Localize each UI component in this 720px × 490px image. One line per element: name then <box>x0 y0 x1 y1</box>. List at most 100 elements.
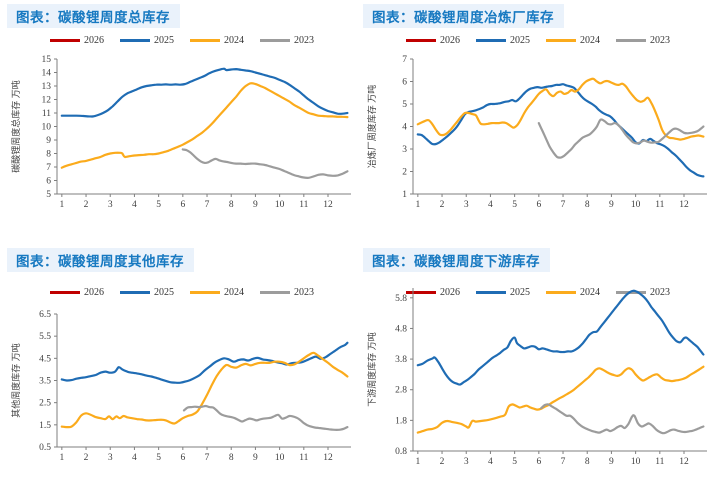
x-tick-label: 8 <box>585 457 590 467</box>
x-tick-label: 11 <box>655 200 664 210</box>
x-tick-label: 3 <box>108 200 113 210</box>
chart-title: 图表：碳酸锂周度总库存 <box>16 10 170 25</box>
series-line-2024 <box>416 77 705 141</box>
legend-swatch-2025 <box>120 290 150 294</box>
legend-label: 2024 <box>224 286 244 298</box>
legend-item-2026: 2026 <box>406 287 460 298</box>
x-tick-label: 5 <box>512 200 517 210</box>
y-tick-label: 3.8 <box>395 355 407 365</box>
y-tick-label: 1.8 <box>395 416 407 426</box>
x-tick-label: 1 <box>415 200 420 210</box>
y-tick-label: 1.5 <box>39 421 51 431</box>
plot-area: 2026 2025 2024 2023 0.8 1.8 2.8 3.8 4.8 5.8 1 2 3 4 5… <box>363 272 713 486</box>
legend-item-2025: 2025 <box>476 35 530 46</box>
legend-swatch-2026 <box>406 38 436 42</box>
y-tick-label: 7 <box>402 55 407 65</box>
legend-swatch-2024 <box>190 290 220 294</box>
y-axis-title: 冶炼厂周度库存 万吨 <box>366 85 377 169</box>
x-tick-label: 1 <box>59 453 64 463</box>
x-tick-label: 6 <box>180 453 185 463</box>
legend-item-2025: 2025 <box>120 35 174 46</box>
series-line-2025 <box>416 289 705 386</box>
legend-item-2023: 2023 <box>260 35 314 46</box>
x-tick-label: 12 <box>323 200 333 210</box>
legend-swatch-2023 <box>260 38 290 42</box>
legend-swatch-2025 <box>476 38 506 42</box>
legend-swatch-2025 <box>120 38 150 42</box>
x-tick-label: 5 <box>156 453 161 463</box>
legend-label: 2023 <box>294 286 314 298</box>
x-tick-label: 9 <box>609 200 614 210</box>
x-tick-label: 7 <box>561 200 566 210</box>
x-tick-label: 2 <box>84 200 89 210</box>
x-tick-label: 11 <box>299 453 308 463</box>
x-tick-label: 7 <box>205 453 210 463</box>
x-tick-label: 2 <box>84 453 89 463</box>
chart-card-total-inventory: 图表：碳酸锂周度总库存 2026 2025 2024 2023 5 6 7 8 9 10 11 12… <box>7 4 357 242</box>
legend-label: 2023 <box>650 286 670 298</box>
x-tick-label: 4 <box>132 453 137 463</box>
y-tick-label: 0.8 <box>395 447 407 457</box>
chart-title-band: 图表：碳酸锂周度其他库存 <box>7 248 194 272</box>
legend-label: 2023 <box>294 34 314 46</box>
series-line-2024 <box>416 365 705 434</box>
y-tick-label: 5.8 <box>395 294 407 304</box>
y-axis-title: 下游周度库存 万吨 <box>366 332 377 407</box>
x-tick-label: 10 <box>631 457 641 467</box>
series-line-2023 <box>181 148 349 179</box>
legend-label: 2023 <box>650 34 670 46</box>
y-tick-label: 5.5 <box>39 332 51 342</box>
series-line-2023 <box>537 118 705 159</box>
y-tick-label: 4.8 <box>395 324 407 334</box>
chart-title-band: 图表：碳酸锂周度冶炼厂库存 <box>363 4 564 28</box>
legend-item-2025: 2025 <box>476 287 530 298</box>
plot-area: 2026 2025 2024 2023 5 6 7 8 9 10 11 12 13 14 15 1 2 3 4 5 6… <box>7 28 357 242</box>
legend-item-2026: 2026 <box>406 35 460 46</box>
x-tick-label: 12 <box>679 200 689 210</box>
x-tick-label: 5 <box>512 457 517 467</box>
y-tick-label: 15 <box>42 55 52 65</box>
chart-title: 图表：碳酸锂周度冶炼厂库存 <box>372 10 554 25</box>
y-tick-label: 11 <box>42 109 51 119</box>
y-tick-label: 10 <box>42 123 52 133</box>
y-tick-label: 9 <box>46 136 51 146</box>
legend-swatch-2026 <box>50 38 80 42</box>
x-tick-label: 9 <box>253 200 258 210</box>
legend-swatch-2024 <box>546 290 576 294</box>
y-tick-label: 6 <box>46 177 51 187</box>
x-tick-label: 8 <box>229 453 234 463</box>
chart-card-other-inventory: 图表：碳酸锂周度其他库存 2026 2025 2024 2023 0.5 1.5 2.5 3… <box>7 248 357 486</box>
plot-svg: 0.81.82.83.84.85.81 2 3 4 5 6 7 8 9 10 11 12下游周度库存 … <box>366 288 707 467</box>
legend-swatch-2026 <box>406 290 436 294</box>
x-tick-label: 5 <box>156 200 161 210</box>
series-line-2023 <box>540 403 705 435</box>
x-tick-label: 6 <box>536 200 541 210</box>
x-tick-label: 11 <box>299 200 308 210</box>
x-tick-label: 2 <box>440 200 445 210</box>
legend-swatch-2024 <box>546 38 576 42</box>
y-tick-label: 0.5 <box>39 443 51 453</box>
series-line-2024 <box>60 351 349 429</box>
y-tick-label: 6.5 <box>39 310 51 320</box>
chart-title-band: 图表：碳酸锂周度下游库存 <box>363 248 550 272</box>
chart-title: 图表：碳酸锂周度其他库存 <box>16 254 184 269</box>
y-tick-label: 13 <box>42 82 52 92</box>
plot-area: 2026 2025 2024 2023 1 2 3 4 5 6 7 1 2 3 4 5 6 7 8 9 10 11 12 冶… <box>363 28 713 242</box>
legend-item-2024: 2024 <box>190 287 244 298</box>
legend-item-2025: 2025 <box>120 287 174 298</box>
y-tick-label: 2.8 <box>395 386 407 396</box>
x-tick-label: 4 <box>488 457 493 467</box>
x-tick-label: 11 <box>655 457 664 467</box>
legend: 2026 2025 2024 2023 <box>7 34 357 46</box>
chart-card-downstream-inventory: 图表：碳酸锂周度下游库存 2026 2025 2024 2023 0.8 1.8 2.8 3… <box>363 248 713 486</box>
y-axis-title: 碳酸锂周度总库存 万吨 <box>10 80 21 173</box>
legend-label: 2024 <box>580 34 600 46</box>
x-tick-label: 12 <box>679 457 689 467</box>
legend-item-2024: 2024 <box>546 287 600 298</box>
chart-title: 图表：碳酸锂周度下游库存 <box>372 254 540 269</box>
legend-label: 2024 <box>580 286 600 298</box>
legend-label: 2026 <box>84 34 104 46</box>
